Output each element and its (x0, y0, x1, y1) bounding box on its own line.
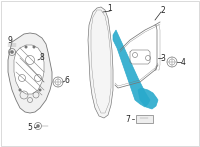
Circle shape (33, 46, 36, 49)
Text: 8: 8 (40, 52, 44, 61)
FancyBboxPatch shape (136, 115, 153, 122)
Polygon shape (8, 33, 52, 113)
Circle shape (25, 46, 28, 49)
Circle shape (10, 50, 14, 54)
Text: 9: 9 (8, 35, 12, 45)
Polygon shape (14, 45, 44, 94)
Circle shape (39, 88, 42, 91)
Polygon shape (113, 30, 150, 107)
Circle shape (19, 88, 22, 91)
Text: 1: 1 (108, 4, 112, 12)
Circle shape (36, 124, 40, 128)
Polygon shape (138, 88, 158, 109)
Text: 2: 2 (161, 5, 165, 15)
Text: 4: 4 (181, 57, 185, 66)
Polygon shape (88, 7, 113, 118)
Text: 7: 7 (126, 116, 130, 125)
Text: 6: 6 (65, 76, 69, 85)
Text: 3: 3 (161, 54, 165, 62)
Text: 5: 5 (28, 123, 32, 132)
